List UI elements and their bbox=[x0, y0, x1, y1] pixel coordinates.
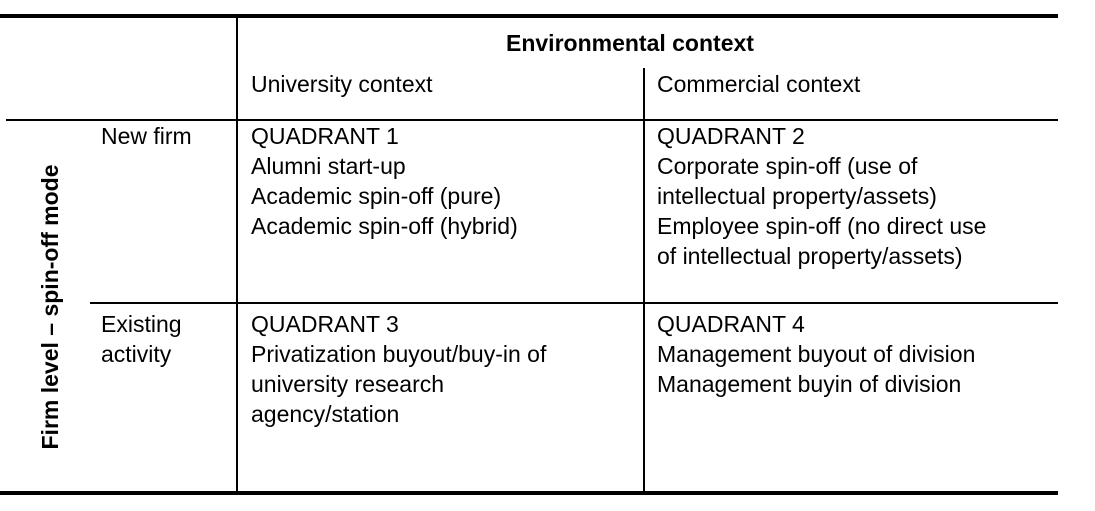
quadrant-title: QUADRANT 3 bbox=[251, 311, 399, 337]
quadrant-line: Employee spin-off (no direct use bbox=[657, 213, 987, 239]
quadrant-line: agency/station bbox=[251, 401, 400, 427]
top-rule bbox=[0, 14, 1058, 18]
quadrant-3-cell: QUADRANT 3 Privatization buyout/buy-in o… bbox=[251, 309, 546, 429]
quadrant-line: Management buyout of division bbox=[657, 341, 976, 367]
bottom-rule bbox=[0, 491, 1058, 495]
university-context-heading: University context bbox=[251, 71, 433, 97]
quadrant-line: Privatization buyout/buy-in of bbox=[251, 341, 547, 367]
quadrant-4-cell: QUADRANT 4 Management buyout of division… bbox=[657, 309, 975, 399]
existing-activity-line: Existing bbox=[101, 311, 182, 337]
quadrant-title: QUADRANT 2 bbox=[657, 123, 805, 149]
row-divider bbox=[90, 302, 1058, 304]
firm-level-label: Firm level – spin-off mode bbox=[37, 164, 63, 450]
existing-activity-label: Existing activity bbox=[101, 309, 182, 369]
left-column-divider bbox=[236, 16, 238, 493]
quadrant-1-cell: QUADRANT 1 Alumni start-up Academic spin… bbox=[251, 121, 518, 241]
commercial-context-heading: Commercial context bbox=[657, 71, 861, 97]
quadrant-line: Management buyin of division bbox=[657, 371, 962, 397]
middle-column-divider bbox=[643, 68, 645, 493]
quadrant-line: Alumni start-up bbox=[251, 153, 406, 179]
header-rule bbox=[6, 119, 1058, 121]
quadrant-line: of intellectual property/assets) bbox=[657, 243, 963, 269]
quadrant-line: university research bbox=[251, 371, 445, 397]
environmental-context-heading: Environmental context bbox=[506, 30, 754, 56]
quadrant-line: Academic spin-off (hybrid) bbox=[251, 213, 518, 239]
quadrant-title: QUADRANT 4 bbox=[657, 311, 805, 337]
quadrant-line: Academic spin-off (pure) bbox=[251, 183, 502, 209]
existing-activity-line: activity bbox=[101, 341, 172, 367]
quadrant-line: intellectual property/assets) bbox=[657, 183, 937, 209]
quadrant-title: QUADRANT 1 bbox=[251, 123, 399, 149]
quadrant-line: Corporate spin-off (use of bbox=[657, 153, 918, 179]
quadrant-2-cell: QUADRANT 2 Corporate spin-off (use of in… bbox=[657, 121, 986, 271]
new-firm-label: New firm bbox=[101, 123, 192, 149]
